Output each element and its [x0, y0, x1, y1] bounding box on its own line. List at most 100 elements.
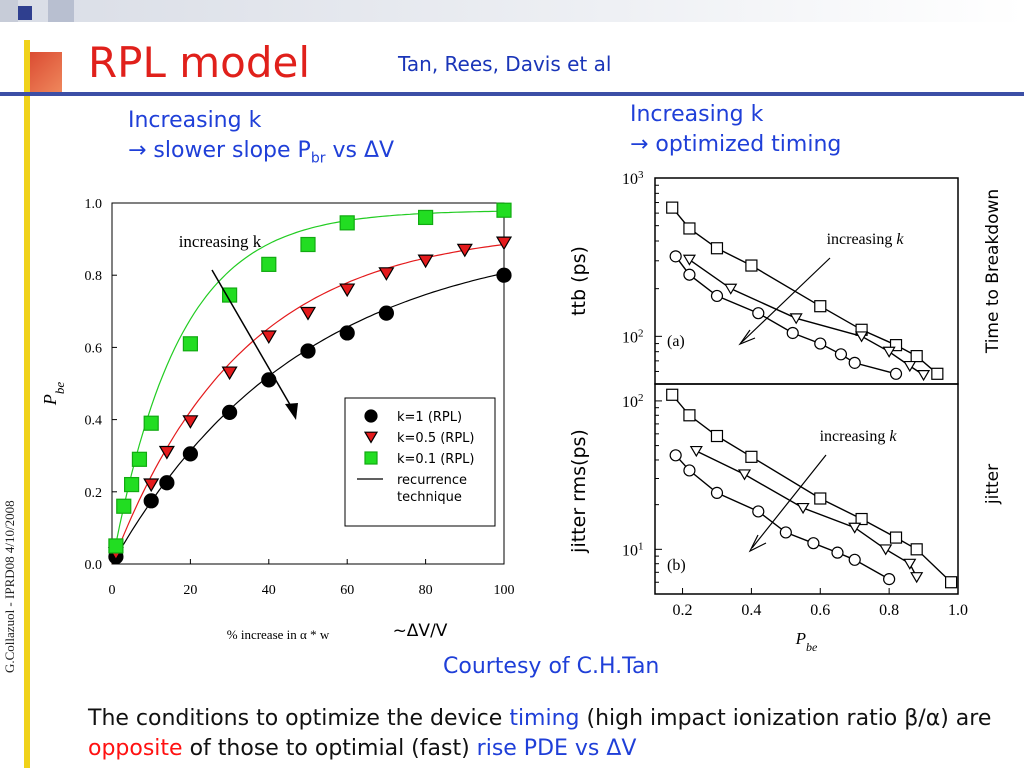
decor-square-light — [48, 0, 74, 22]
data-point-square — [339, 215, 355, 231]
y-tick-label: 1.0 — [85, 197, 103, 212]
y-tick-label-a-1000: 103 — [622, 169, 644, 188]
page-title: RPL model — [88, 38, 311, 87]
courtesy-text: Courtesy of C.H.Tan — [443, 654, 660, 679]
panel-a-point-circle — [752, 307, 765, 320]
data-point-triangle-down — [339, 283, 356, 298]
footer-part-3: opposite — [88, 736, 183, 761]
data-point-square — [496, 202, 512, 218]
panel-b-point-square — [683, 409, 696, 422]
data-point-circle — [339, 325, 355, 341]
x-tick-label: 0 — [109, 583, 116, 598]
panel-a-point-triangle-down — [917, 369, 931, 382]
arrow-b — [751, 454, 827, 549]
panel-a-point-circle — [710, 289, 724, 303]
data-point-triangle-down — [299, 306, 317, 321]
x-axis-label: % increase in α * w — [227, 627, 330, 642]
data-point-triangle-down — [456, 243, 473, 258]
panel-a-point-triangle-down — [882, 346, 896, 358]
y-tick-label-a-100: 102 — [622, 327, 644, 346]
panel-a-point-triangle-down — [789, 313, 803, 325]
left-chart: 0 20 40 60 80 100 0.0 0.2 0.4 0.6 0.8 1.0 Pbe % incre… — [40, 197, 515, 642]
title-rule — [0, 92, 1024, 96]
footer-text: The conditions to optimize the device ti… — [88, 704, 1008, 764]
data-point-square — [418, 209, 434, 226]
panel-b-point-triangle-down — [910, 572, 924, 584]
data-point-circle — [143, 493, 159, 509]
legend-label: recurrence technique — [397, 473, 467, 505]
panel-b-point-circle — [710, 486, 724, 499]
data-point-circle — [300, 343, 316, 359]
right-chart: 103 102 102 101 0.2 0.4 0.6 0.8 1.0 Pbe ttb (ps) ji… — [568, 169, 1003, 654]
data-point-circle — [159, 475, 175, 491]
panel-a-point-square — [931, 367, 944, 380]
x-tick-label: 1.0 — [948, 602, 968, 619]
decor-vertical-bar — [24, 40, 30, 768]
decor-square-red — [24, 52, 62, 96]
panel-b-point-square — [889, 531, 903, 544]
annotation-a: increasing k — [827, 231, 905, 248]
data-point-circle — [378, 305, 394, 321]
annotation-b: increasing k — [820, 428, 898, 445]
y-tick-label-b-100: 102 — [622, 392, 644, 411]
panel-a-point-triangle-down — [724, 283, 738, 295]
panel-a-point-square — [710, 242, 724, 255]
panel-b-point-triangle-down — [737, 469, 752, 481]
arrow-a-head — [738, 329, 756, 346]
panel-b-point-triangle-down — [903, 558, 917, 570]
panel-b-frame — [654, 383, 959, 595]
left-caption-line2: → slower slope Pbr vs ΔV — [128, 138, 395, 167]
panel-b-point-circle — [807, 537, 820, 550]
panel-b-point-circle — [848, 553, 861, 566]
panel-b-point-triangle-down — [689, 445, 703, 458]
data-point-square — [116, 498, 132, 514]
decor-square-blue — [18, 6, 32, 20]
panel-a-point-circle — [683, 268, 696, 281]
top-decor-strip — [0, 0, 1024, 22]
y-tick-label: 0.4 — [85, 414, 103, 429]
panel-b-point-triangle-down — [848, 522, 862, 534]
data-point-circle — [496, 267, 512, 283]
arrow-a — [741, 257, 831, 343]
panel-a-point-square — [910, 350, 923, 363]
panel-b-point-circle — [883, 573, 896, 586]
panel-a-point-square — [814, 300, 827, 313]
panel-a-series-line-triangle-down — [688, 259, 924, 376]
increasing-k-arrow — [211, 269, 297, 416]
y-tick-label: 0.6 — [85, 341, 103, 356]
panel-a-point-circle — [786, 326, 799, 340]
panel-b-point-square — [910, 543, 923, 556]
panel-b-point-triangle-down — [796, 502, 810, 515]
x-tick-label: 0.4 — [741, 602, 761, 619]
legend-label: k=0.1 (RPL) — [397, 452, 475, 467]
authors-text: Tan, Rees, Davis et al — [398, 52, 612, 76]
panel-a-point-triangle-down — [903, 360, 917, 373]
data-point-triangle-down — [378, 267, 395, 281]
x-tick-label: 0.8 — [879, 602, 899, 619]
right-caption: Increasing k → optimized timing — [630, 100, 841, 160]
data-point-square — [108, 538, 124, 554]
x-tick-label: 40 — [262, 583, 276, 598]
increasing-k-label: increasing k — [179, 232, 262, 251]
panel-a-point-circle — [848, 356, 861, 369]
data-point-triangle-down — [260, 330, 277, 345]
data-point-circle — [222, 404, 238, 420]
data-point-circle — [261, 372, 277, 388]
deltav-note: ~ΔV/V — [393, 621, 448, 641]
y-axis-label-b: jitter rms(ps) — [568, 429, 590, 554]
right-label-ttb: Time to Breakdown — [983, 189, 1003, 354]
panel-a-point-square — [889, 339, 903, 352]
panel-a-point-circle — [669, 250, 682, 263]
x-tick-label: 80 — [419, 583, 433, 598]
panel-a-point-circle — [814, 337, 827, 350]
y-axis-label: Pbe — [40, 382, 67, 407]
panel-tag-b: (b) — [667, 557, 686, 574]
legend-label: k=0.5 (RPL) — [397, 431, 475, 446]
y-tick-label-b-10: 101 — [622, 540, 644, 559]
fit-curve-k0.5 — [111, 243, 505, 565]
panel-b-point-circle — [683, 464, 696, 477]
panel-b-point-triangle-down — [879, 544, 893, 556]
panel-b-point-circle — [669, 449, 682, 462]
data-point-square — [261, 256, 277, 272]
panel-a-point-circle — [889, 367, 903, 380]
